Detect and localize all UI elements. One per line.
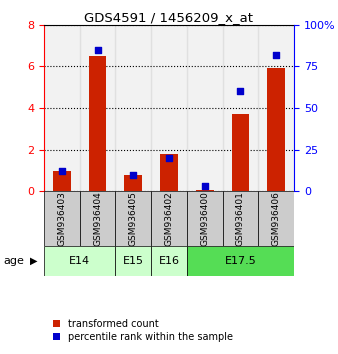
Text: E15: E15 [123, 256, 144, 266]
Point [202, 183, 208, 189]
Bar [115, 25, 151, 191]
Text: E17.5: E17.5 [224, 256, 256, 266]
Bar [223, 25, 258, 191]
Bar [115, 246, 151, 276]
Text: age: age [3, 256, 24, 266]
Bar [232, 114, 249, 191]
Legend: transformed count, percentile rank within the sample: transformed count, percentile rank withi… [49, 315, 237, 346]
Bar [80, 191, 115, 246]
Bar [258, 25, 294, 191]
Bar [223, 191, 258, 246]
Bar [258, 191, 294, 246]
Text: GSM936400: GSM936400 [200, 191, 209, 246]
Bar [80, 25, 115, 191]
Point [166, 155, 172, 161]
Text: GSM936403: GSM936403 [57, 191, 66, 246]
Bar [115, 191, 151, 246]
Title: GDS4591 / 1456209_x_at: GDS4591 / 1456209_x_at [84, 11, 254, 24]
Text: GSM936406: GSM936406 [272, 191, 281, 246]
Bar [44, 25, 80, 191]
Bar [196, 190, 214, 191]
Text: ▶: ▶ [30, 256, 38, 266]
Point [95, 47, 100, 53]
Bar [187, 246, 294, 276]
Bar [44, 246, 115, 276]
Point [273, 52, 279, 58]
Bar [187, 25, 223, 191]
Bar [53, 171, 71, 191]
Point [238, 88, 243, 94]
Text: GSM936404: GSM936404 [93, 191, 102, 246]
Text: E16: E16 [159, 256, 179, 266]
Bar [151, 246, 187, 276]
Bar [44, 191, 80, 246]
Bar [151, 191, 187, 246]
Bar [160, 154, 178, 191]
Bar [89, 56, 106, 191]
Bar [187, 191, 223, 246]
Point [130, 172, 136, 177]
Text: GSM936401: GSM936401 [236, 191, 245, 246]
Bar [124, 175, 142, 191]
Bar [267, 69, 285, 191]
Text: E14: E14 [69, 256, 90, 266]
Bar [151, 25, 187, 191]
Text: GSM936402: GSM936402 [165, 191, 173, 246]
Text: GSM936405: GSM936405 [129, 191, 138, 246]
Point [59, 169, 65, 174]
